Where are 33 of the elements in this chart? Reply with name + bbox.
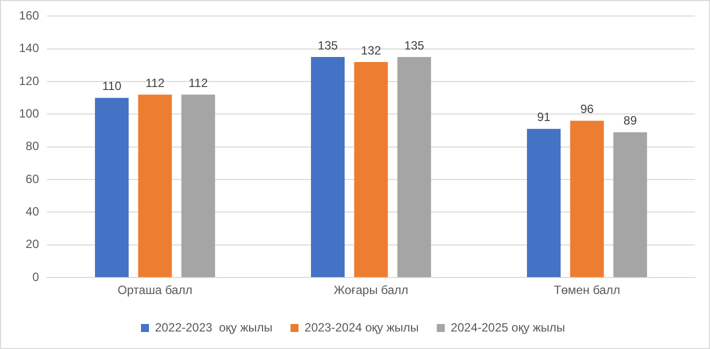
y-tick-label: 40 (26, 204, 40, 219)
legend-label: 2023-2024 оқу жылы (304, 320, 419, 334)
y-tick-label: 100 (18, 106, 40, 121)
y-tick-label: 140 (18, 41, 40, 56)
bar (310, 57, 345, 278)
legend-label: 2022-2023 оқу жылы (154, 320, 273, 334)
bar (397, 57, 432, 278)
y-tick-label: 20 (26, 237, 40, 252)
y-tick-label: 0 (32, 270, 40, 284)
bar (138, 94, 172, 278)
bar (354, 62, 388, 278)
data-label: 89 (624, 114, 638, 128)
bar (526, 128, 561, 278)
data-label: 112 (145, 76, 165, 90)
data-label: 91 (537, 110, 551, 124)
y-tick-label: 160 (18, 8, 40, 23)
data-label: 135 (404, 38, 425, 52)
data-label: 96 (580, 102, 594, 116)
x-tick-label: Жоғары балл (334, 283, 408, 298)
data-label: 110 (102, 79, 122, 94)
y-tick-label: 120 (18, 74, 40, 88)
data-label: 112 (188, 76, 208, 90)
data-label: 132 (360, 43, 382, 58)
x-tick-label: Орташа балл (118, 283, 192, 298)
y-tick-label: 60 (26, 172, 40, 186)
data-label: 135 (318, 38, 338, 52)
legend-label: 2024-2025 оқу жылы (450, 320, 566, 334)
y-tick-label: 80 (26, 139, 40, 154)
bar (570, 120, 604, 278)
bar (94, 98, 129, 278)
bar (613, 132, 648, 278)
x-tick-label: Төмен балл (554, 283, 620, 298)
bar (181, 94, 216, 278)
